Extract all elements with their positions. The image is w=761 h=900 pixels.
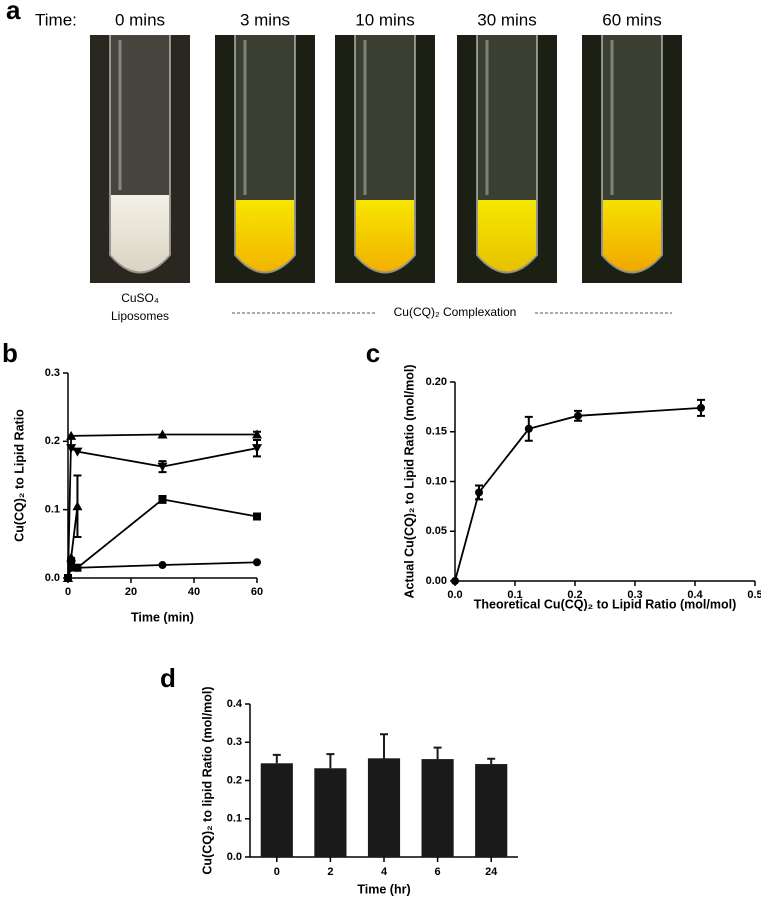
x-tick-label: 0.3: [627, 589, 642, 601]
x-axis-label: Time (hr): [357, 882, 410, 896]
tube-liquid: [236, 200, 294, 272]
x-tick-label: 24: [485, 866, 498, 878]
x-tick-label: 40: [188, 586, 200, 598]
panel-label: d: [160, 663, 176, 693]
y-tick-label: 0.05: [426, 525, 447, 537]
time-value: 0 mins: [115, 10, 165, 29]
tube-liquid: [111, 195, 169, 272]
error-bar: [433, 746, 442, 760]
x-tick-label: 0.5: [747, 589, 761, 601]
panel-label: b: [2, 338, 18, 368]
time-value: 30 mins: [477, 10, 537, 29]
time-label: Time:: [35, 10, 77, 29]
y-tick-label: 0.1: [45, 504, 60, 516]
marker: [157, 462, 168, 472]
marker: [158, 495, 167, 504]
tube-liquid: [356, 200, 414, 272]
time-value: 3 mins: [240, 10, 290, 29]
panel-label: a: [6, 0, 21, 25]
marker: [253, 512, 261, 521]
y-tick-label: 0.10: [426, 475, 447, 487]
x-tick-label: 0.4: [687, 589, 703, 601]
y-tick-label: 0.20: [426, 376, 447, 388]
marker: [66, 444, 77, 454]
error-bar: [326, 753, 335, 769]
marker: [67, 556, 76, 565]
x-axis-label: Theoretical Cu(CQ)₂ to Lipid Ratio (mol/…: [474, 597, 737, 611]
tube-liquid: [478, 200, 536, 272]
x-tick-label: 4: [381, 866, 388, 878]
panel-label: c: [366, 338, 380, 368]
error-bar: [487, 757, 496, 765]
marker: [72, 501, 83, 511]
y-tick-label: 0.00: [426, 575, 447, 587]
y-tick-label: 0.2: [45, 435, 60, 447]
marker: [475, 488, 483, 497]
x-tick-label: 60: [251, 586, 263, 598]
time-value: 10 mins: [355, 10, 415, 29]
marker: [64, 574, 72, 582]
marker: [158, 561, 167, 570]
x-tick-label: 0: [65, 586, 71, 598]
y-tick-label: 0.15: [426, 426, 447, 438]
x-tick-label: 6: [435, 866, 441, 878]
y-tick-label: 0.2: [227, 774, 242, 786]
y-tick-label: 0.4: [227, 698, 243, 710]
marker: [451, 577, 459, 585]
marker: [574, 411, 582, 420]
marker: [524, 424, 533, 433]
caption: CuSO₄: [121, 291, 159, 305]
error-bar: [380, 733, 388, 759]
marker: [66, 430, 77, 440]
caption: Liposomes: [111, 309, 169, 323]
y-tick-label: 0.0: [45, 572, 60, 584]
series-line: [454, 406, 702, 582]
error-bar: [272, 753, 281, 764]
x-tick-label: 20: [125, 586, 137, 598]
marker: [253, 558, 261, 567]
marker: [73, 563, 82, 572]
marker: [157, 429, 168, 439]
x-tick-label: 0: [274, 866, 280, 878]
series-line: [67, 433, 257, 579]
bar: [314, 768, 347, 857]
bar: [421, 759, 454, 857]
y-tick-label: 0.0: [227, 851, 242, 863]
marker: [67, 563, 76, 572]
bar: [367, 758, 401, 857]
x-tick-label: 0.1: [507, 589, 522, 601]
x-tick-label: 0.2: [567, 589, 582, 601]
marker: [697, 403, 705, 412]
y-tick-label: 0.1: [227, 813, 242, 825]
x-tick-label: 0.0: [447, 589, 462, 601]
bar: [475, 764, 508, 857]
y-axis-label: Cu(CQ)₂ to lipid Ratio (mol/mol): [200, 686, 214, 874]
x-axis-label: Time (min): [131, 610, 194, 624]
marker: [252, 444, 262, 454]
marker: [72, 447, 83, 457]
marker: [252, 429, 262, 439]
caption: Cu(CQ)₂ Complexation: [394, 305, 517, 319]
y-axis-label: Cu(CQ)₂ to Lipid Ratio: [12, 409, 26, 542]
y-axis-label: Actual Cu(CQ)₂ to Lipid Ratio (mol/mol): [402, 364, 416, 598]
bar: [260, 763, 293, 857]
time-value: 60 mins: [602, 10, 662, 29]
tube-liquid: [603, 200, 661, 272]
y-tick-label: 0.3: [45, 367, 60, 379]
y-tick-label: 0.3: [227, 736, 242, 748]
x-tick-label: 2: [327, 866, 333, 878]
